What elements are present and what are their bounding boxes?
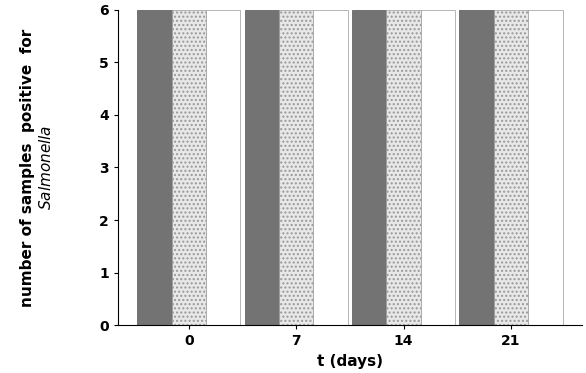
- Bar: [352, 10, 386, 325]
- Bar: [494, 10, 528, 325]
- Bar: [206, 10, 240, 325]
- Text: number of samples  positive  for
$\mathbf{\it{Salmonella}}$: number of samples positive for $\mathbf{…: [20, 28, 54, 307]
- Bar: [421, 10, 455, 325]
- Bar: [172, 10, 206, 325]
- Bar: [528, 10, 563, 325]
- Bar: [137, 10, 172, 325]
- Bar: [279, 10, 314, 325]
- Bar: [459, 10, 494, 325]
- Bar: [386, 10, 421, 325]
- Bar: [314, 10, 347, 325]
- X-axis label: t (days): t (days): [317, 354, 383, 369]
- Bar: [245, 10, 279, 325]
